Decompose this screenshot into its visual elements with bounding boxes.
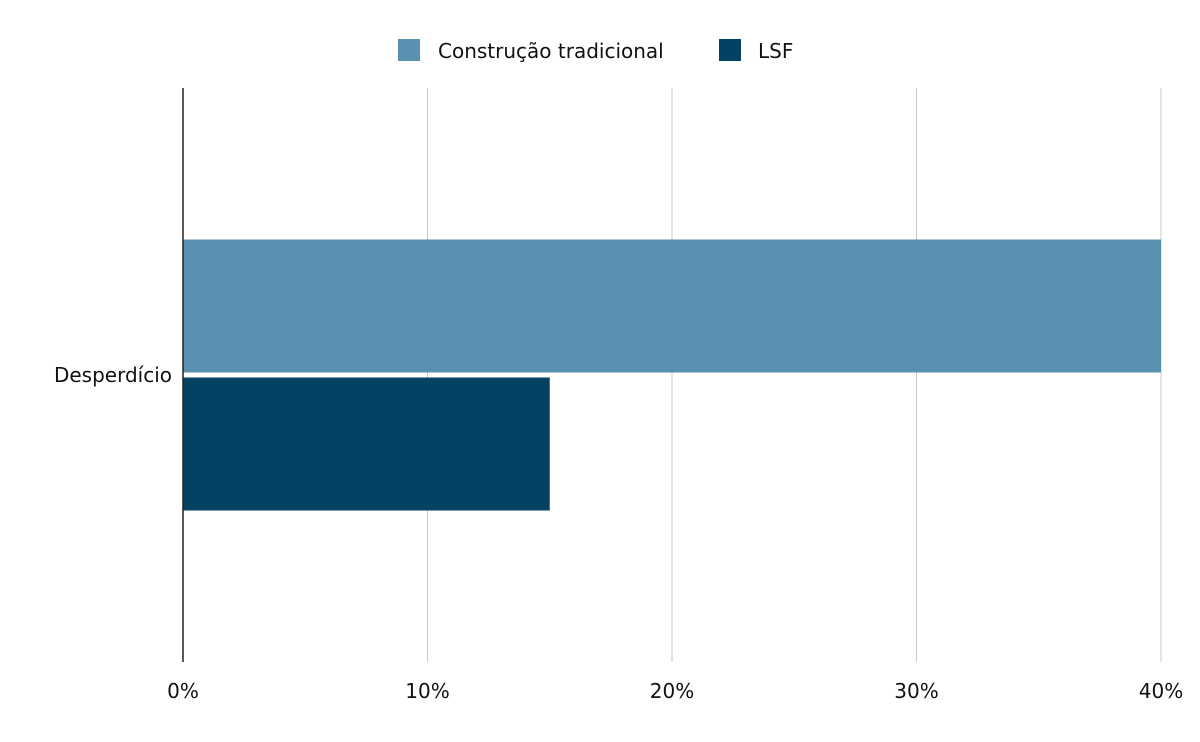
x-tick-label: 40%: [1139, 679, 1183, 703]
gridlines: [427, 88, 1162, 662]
bar-lsf: [183, 377, 550, 511]
category-label: Desperdício: [54, 363, 172, 387]
x-tick-label: 20%: [650, 679, 694, 703]
legend-swatch: [398, 39, 420, 61]
legend: Construção tradicional LSF: [398, 39, 793, 63]
bar-constru-o-tradicional: [183, 239, 1161, 373]
legend-swatch: [719, 39, 741, 61]
x-tick-labels: 0% 10% 20% 30% 40%: [167, 679, 1183, 703]
category-labels: Desperdício: [54, 363, 172, 387]
bars: [183, 239, 1161, 511]
x-tick-label: 10%: [405, 679, 449, 703]
legend-label: LSF: [758, 39, 793, 63]
x-tick-label: 30%: [894, 679, 938, 703]
legend-label: Construção tradicional: [438, 39, 664, 63]
x-tick-label: 0%: [167, 679, 199, 703]
